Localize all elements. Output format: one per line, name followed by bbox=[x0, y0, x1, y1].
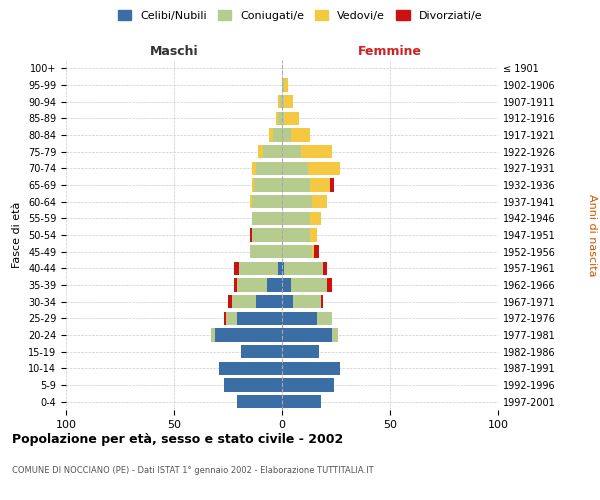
Bar bbox=[269, 128, 274, 141]
Bar bbox=[252, 228, 282, 241]
Legend: Celibi/Nubili, Coniugati/e, Vedovi/e, Divorziati/e: Celibi/Nubili, Coniugati/e, Vedovi/e, Di… bbox=[113, 6, 487, 25]
Text: Maschi: Maschi bbox=[149, 46, 199, 59]
Bar bbox=[256, 162, 282, 175]
Bar bbox=[312, 195, 328, 208]
Bar bbox=[290, 278, 328, 291]
Bar bbox=[282, 345, 319, 358]
Bar bbox=[235, 262, 239, 275]
Bar bbox=[310, 228, 317, 241]
Bar bbox=[250, 245, 282, 258]
Text: Popolazione per età, sesso e stato civile - 2002: Popolazione per età, sesso e stato civil… bbox=[12, 432, 343, 446]
Bar bbox=[293, 295, 321, 308]
Bar bbox=[236, 395, 282, 408]
Bar bbox=[263, 145, 282, 158]
Bar bbox=[329, 178, 334, 192]
Bar bbox=[282, 112, 284, 125]
Bar bbox=[236, 278, 267, 291]
Bar bbox=[250, 195, 252, 208]
Bar bbox=[282, 228, 310, 241]
Bar bbox=[280, 95, 282, 108]
Bar bbox=[282, 395, 321, 408]
Bar bbox=[224, 312, 226, 325]
Bar bbox=[282, 195, 312, 208]
Bar bbox=[308, 162, 340, 175]
Text: COMUNE DI NOCCIANO (PE) - Dati ISTAT 1° gennaio 2002 - Elaborazione TUTTITALIA.I: COMUNE DI NOCCIANO (PE) - Dati ISTAT 1° … bbox=[12, 466, 374, 475]
Bar bbox=[282, 145, 301, 158]
Bar bbox=[282, 212, 310, 225]
Bar bbox=[274, 128, 282, 141]
Bar bbox=[332, 328, 338, 342]
Bar bbox=[301, 145, 332, 158]
Bar bbox=[290, 128, 310, 141]
Text: Femmine: Femmine bbox=[358, 46, 422, 59]
Bar bbox=[236, 312, 282, 325]
Bar bbox=[254, 178, 282, 192]
Bar bbox=[258, 145, 263, 158]
Bar bbox=[321, 295, 323, 308]
Bar bbox=[282, 312, 317, 325]
Bar bbox=[317, 312, 332, 325]
Bar bbox=[224, 378, 282, 392]
Bar bbox=[282, 262, 284, 275]
Bar bbox=[215, 328, 282, 342]
Bar bbox=[252, 162, 256, 175]
Bar bbox=[323, 262, 328, 275]
Bar bbox=[282, 95, 284, 108]
Bar bbox=[256, 295, 282, 308]
Bar bbox=[282, 128, 290, 141]
Bar bbox=[252, 212, 282, 225]
Bar bbox=[239, 262, 278, 275]
Bar bbox=[241, 345, 282, 358]
Bar bbox=[220, 362, 282, 375]
Y-axis label: Fasce di età: Fasce di età bbox=[13, 202, 22, 268]
Bar bbox=[226, 312, 236, 325]
Bar bbox=[211, 328, 215, 342]
Y-axis label: Anni di nascita: Anni di nascita bbox=[587, 194, 598, 276]
Bar bbox=[228, 295, 232, 308]
Bar bbox=[278, 112, 282, 125]
Bar bbox=[314, 245, 319, 258]
Bar bbox=[284, 262, 323, 275]
Bar bbox=[282, 378, 334, 392]
Bar bbox=[284, 112, 299, 125]
Bar bbox=[267, 278, 282, 291]
Bar bbox=[310, 212, 321, 225]
Bar bbox=[310, 178, 329, 192]
Bar bbox=[312, 245, 314, 258]
Bar bbox=[282, 295, 293, 308]
Bar bbox=[284, 78, 289, 92]
Bar bbox=[282, 78, 284, 92]
Bar bbox=[284, 95, 293, 108]
Bar bbox=[282, 162, 308, 175]
Bar bbox=[278, 95, 280, 108]
Bar bbox=[235, 278, 236, 291]
Bar bbox=[252, 178, 254, 192]
Bar bbox=[282, 178, 310, 192]
Bar bbox=[282, 245, 312, 258]
Bar bbox=[252, 195, 282, 208]
Bar bbox=[250, 228, 252, 241]
Bar bbox=[328, 278, 332, 291]
Bar bbox=[232, 295, 256, 308]
Bar bbox=[282, 362, 340, 375]
Bar bbox=[275, 112, 278, 125]
Bar bbox=[282, 278, 290, 291]
Bar bbox=[278, 262, 282, 275]
Bar bbox=[282, 328, 332, 342]
